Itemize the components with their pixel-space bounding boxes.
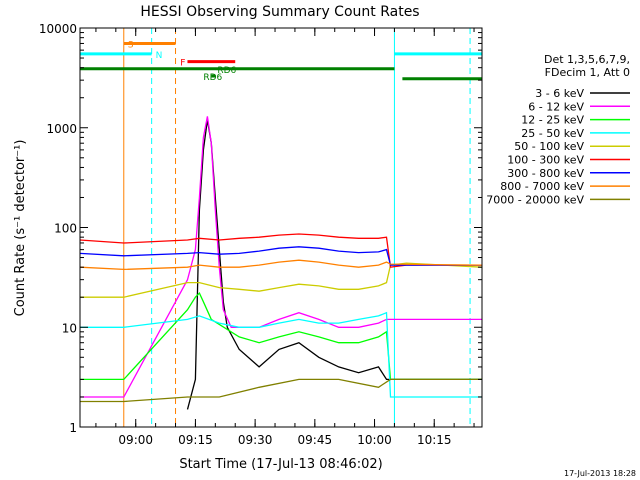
legend-label-2: 12 - 25 keV: [521, 114, 584, 127]
state-label-3: RD6: [217, 66, 236, 76]
legend-label-0: 3 - 6 keV: [535, 87, 584, 100]
footer-date: 17-Jul-2013 18:28: [564, 469, 636, 478]
legend-label-6: 300 - 800 keV: [507, 167, 584, 180]
legend-header-line-1: Det 1,3,5,6,7,9,: [544, 53, 630, 66]
x-tick-label-1: 09:15: [178, 433, 213, 447]
chart-title: HESSI Observing Summary Count Rates: [140, 4, 419, 20]
state-label-2: F: [180, 59, 185, 69]
series-line-2: [80, 291, 482, 381]
x-tick-label-3: 09:45: [298, 433, 333, 447]
x-tick-label-2: 09:30: [238, 433, 273, 447]
series-line-6: [79, 246, 482, 266]
y-axis: 1 10 100 1000 10000: [39, 22, 482, 435]
y-tick-label-3: 1000: [46, 122, 77, 136]
legend-label-4: 50 - 100 keV: [514, 140, 584, 153]
state-label-0: S: [128, 40, 134, 50]
y-tick-label-1: 10: [62, 321, 77, 335]
series-line-8: [80, 378, 482, 403]
state-label-4: RD6: [203, 73, 222, 83]
legend-header-line-2: FDecim 1, Att 0: [545, 66, 630, 79]
series-line-1: [80, 116, 482, 398]
series-line-7: [79, 259, 483, 271]
legend-label-3: 25 - 50 keV: [521, 127, 584, 140]
y-axis-label: Count Rate (s⁻¹ detector⁻¹): [13, 140, 28, 317]
y-tick-label-2: 100: [54, 222, 77, 236]
series-line-5: [79, 233, 482, 268]
x-axis-label: Start Time (17-Jul-13 08:46:02): [179, 457, 382, 472]
series-line-0: [186, 119, 482, 410]
legend-label-7: 800 - 7000 keV: [500, 180, 584, 193]
y-tick-label-0: 1: [69, 421, 77, 435]
series-line-3: [80, 311, 482, 398]
state-label-1: N: [156, 51, 163, 61]
x-tick-label-4: 10:00: [357, 433, 392, 447]
legend: Det 1,3,5,6,7,9, FDecim 1, Att 0 3 - 6 k…: [486, 53, 630, 206]
legend-label-5: 100 - 300 keV: [507, 154, 584, 167]
x-axis: 09:00 09:15 09:30 09:45 10:00 10:15: [95, 28, 475, 447]
x-tick-label-5: 10:15: [417, 433, 452, 447]
series-line-4: [80, 262, 483, 298]
x-tick-label-0: 09:00: [118, 433, 153, 447]
y-tick-label-4: 10000: [39, 22, 77, 36]
legend-label-8: 7000 - 20000 keV: [486, 193, 584, 206]
legend-label-1: 6 - 12 keV: [528, 100, 584, 113]
